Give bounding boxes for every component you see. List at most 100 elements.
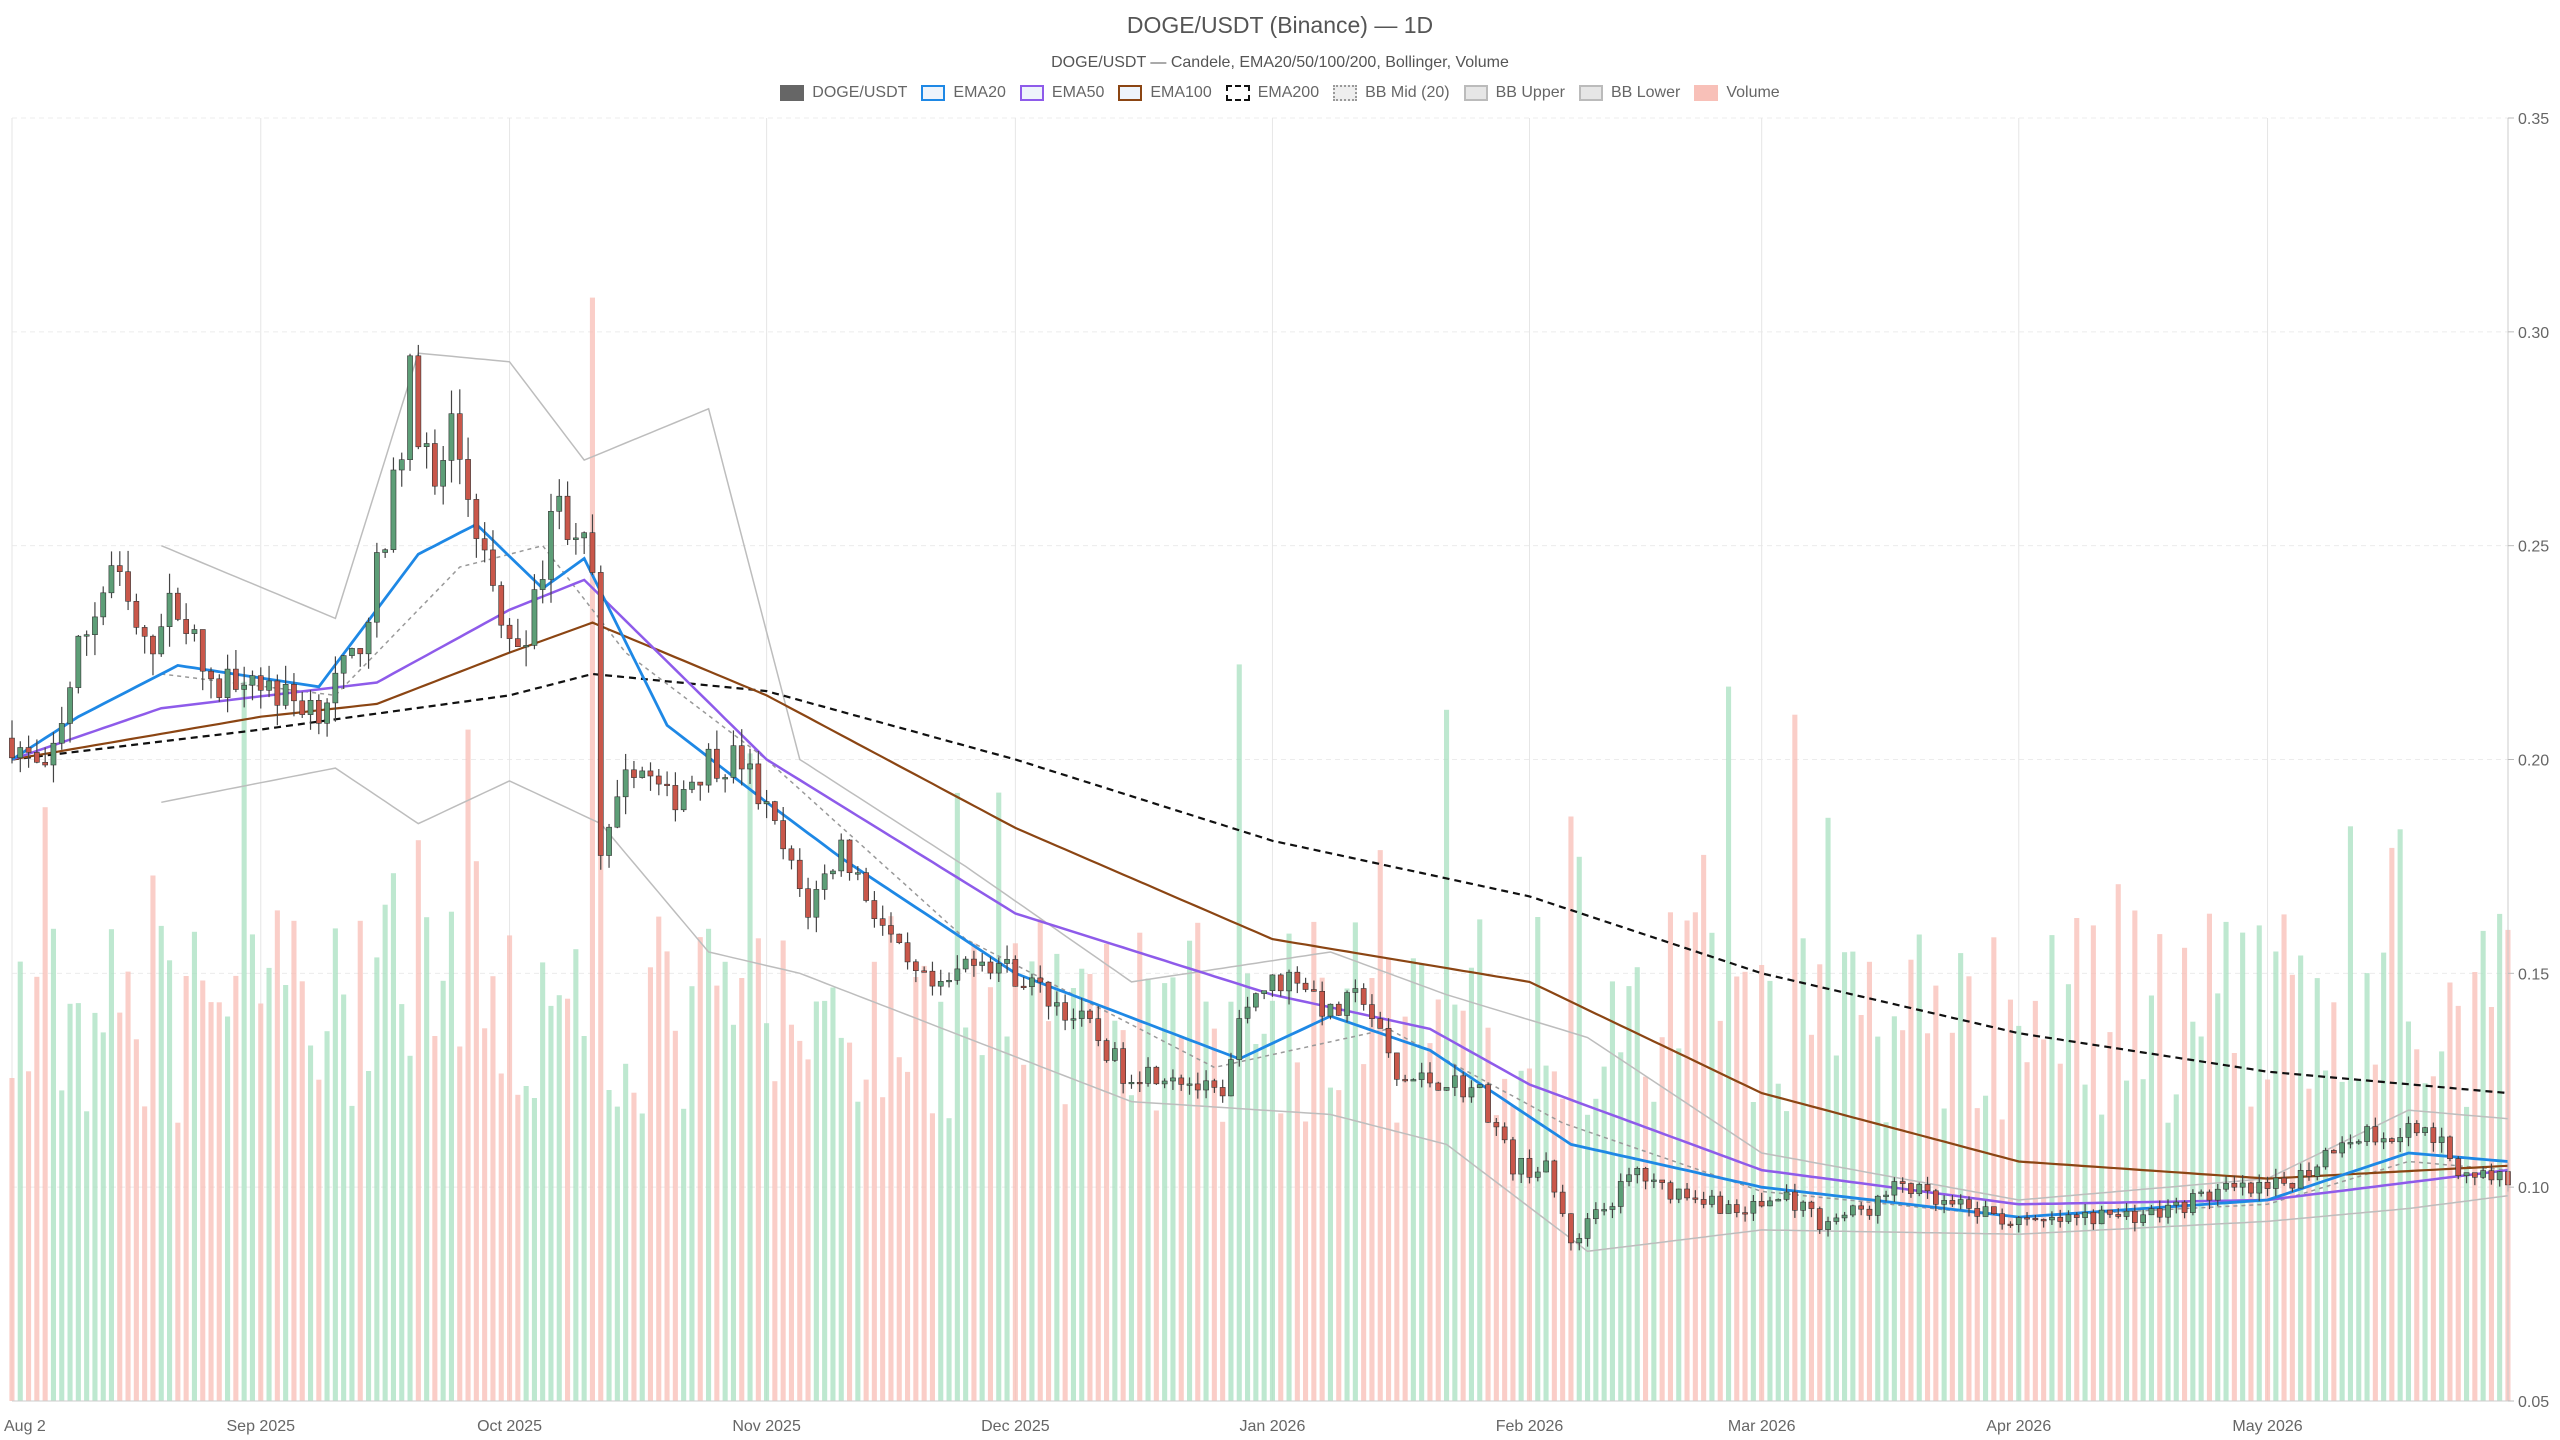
x-tick-label: Dec 2025 <box>981 1418 1050 1435</box>
candle-body <box>1733 1204 1740 1213</box>
candle-body <box>854 872 861 875</box>
legend-item[interactable]: BB Upper <box>1463 84 1565 102</box>
candle-body <box>1136 1082 1143 1085</box>
volume-bar <box>1560 1098 1566 1401</box>
candle-body <box>1037 977 1044 983</box>
volume-bar <box>871 961 877 1401</box>
legend-item[interactable]: DOGE/USDT <box>780 84 907 102</box>
volume-bar <box>283 985 289 1401</box>
volume-bar <box>2016 1025 2022 1401</box>
legend-label: Volume <box>1726 84 1780 101</box>
volume-bar <box>2356 1079 2362 1401</box>
candle-body <box>1783 1191 1790 1200</box>
candle-body <box>224 668 231 698</box>
volume-bar <box>1046 1021 1052 1401</box>
volume-bar <box>540 962 546 1401</box>
volume-bar <box>26 1071 32 1401</box>
legend-item[interactable]: EMA100 <box>1118 84 1212 102</box>
candle-body <box>2115 1214 2122 1217</box>
candle-body <box>1203 1080 1209 1091</box>
candle-body <box>971 958 977 966</box>
volume-bar <box>2140 1079 2146 1401</box>
candle-body <box>125 571 131 602</box>
volume-bar <box>515 1094 521 1401</box>
candle-body <box>2148 1208 2155 1216</box>
volume-bar <box>399 1004 405 1401</box>
candle-body <box>108 565 115 594</box>
candle-body <box>514 638 521 647</box>
volume-bar <box>1029 961 1035 1401</box>
candle-body <box>1510 1139 1516 1175</box>
legend-item[interactable]: EMA50 <box>1019 84 1105 102</box>
candle-body <box>2049 1217 2055 1221</box>
candle-body <box>1286 971 1292 992</box>
volume-bar <box>266 967 272 1401</box>
volume-bar <box>1187 940 1193 1401</box>
candle-body <box>2015 1217 2022 1225</box>
candle-body <box>912 961 919 971</box>
candle-body <box>241 684 248 690</box>
candle-body <box>1833 1217 1840 1222</box>
volume-bar <box>2198 1036 2204 1401</box>
volume-bar <box>1410 958 1416 1401</box>
volume-bar <box>299 981 305 1401</box>
candle-body <box>655 775 662 785</box>
volume-bar <box>225 1016 231 1401</box>
volume-bar <box>971 943 977 1401</box>
candle-body <box>2496 1171 2503 1181</box>
volume-bar <box>598 810 604 1401</box>
candle-body <box>2339 1142 2346 1154</box>
candle-body <box>581 532 587 539</box>
volume-bar <box>797 1040 803 1401</box>
volume-bar <box>656 916 662 1401</box>
volume-bar <box>722 961 728 1401</box>
legend-item[interactable]: BB Lower <box>1578 84 1680 102</box>
candle-body <box>2281 1177 2287 1184</box>
volume-bar <box>1303 1121 1309 1401</box>
candle-body <box>291 683 297 702</box>
volume-bar <box>2314 978 2320 1401</box>
volume-bar <box>1626 986 1632 1401</box>
candle-body <box>1966 1199 1972 1209</box>
volume-bar <box>2115 884 2121 1401</box>
candle-body <box>780 820 786 850</box>
volume-bar <box>813 1001 819 1401</box>
candle-body <box>697 781 704 786</box>
volume-bar <box>755 938 761 1401</box>
legend-item[interactable]: EMA200 <box>1225 84 1319 102</box>
volume-bar <box>498 1073 504 1401</box>
candle-body <box>846 839 853 874</box>
volume-bar <box>1195 922 1201 1401</box>
legend-item[interactable]: Volume <box>1694 84 1780 102</box>
volume-bar <box>1269 1000 1275 1401</box>
candle-body <box>1161 1080 1168 1085</box>
legend-label: EMA50 <box>1051 84 1105 101</box>
volume-bar <box>1344 988 1350 1401</box>
volume-bar <box>84 1111 90 1401</box>
candle-body <box>1775 1199 1782 1202</box>
ema100-line <box>11 621 2509 1180</box>
legend-item[interactable]: EMA20 <box>921 84 1006 102</box>
candle-body <box>2488 1170 2495 1181</box>
volume-bar <box>1742 971 1748 1401</box>
candle-body <box>158 626 165 655</box>
volume-bar <box>324 1031 330 1401</box>
candle-body <box>771 801 778 821</box>
candle-body <box>689 781 695 790</box>
volume-bar <box>996 792 1002 1401</box>
legend-item[interactable]: BB Mid (20) <box>1333 84 1450 102</box>
volume-bar <box>2248 1106 2254 1401</box>
volume-bar <box>1228 1001 1234 1401</box>
volume-bar <box>349 1105 355 1401</box>
candle-body <box>1020 985 1027 989</box>
candle-body <box>871 900 878 920</box>
candle-body <box>2007 1223 2014 1226</box>
candle-body <box>448 413 455 461</box>
candle-body <box>17 747 24 759</box>
volume-bar <box>291 920 297 1401</box>
candle-body <box>506 624 513 639</box>
candle-body <box>75 635 82 688</box>
candle-body <box>1319 990 1325 1017</box>
volume-bar <box>1676 1048 1682 1401</box>
candle-body <box>1468 1087 1475 1098</box>
